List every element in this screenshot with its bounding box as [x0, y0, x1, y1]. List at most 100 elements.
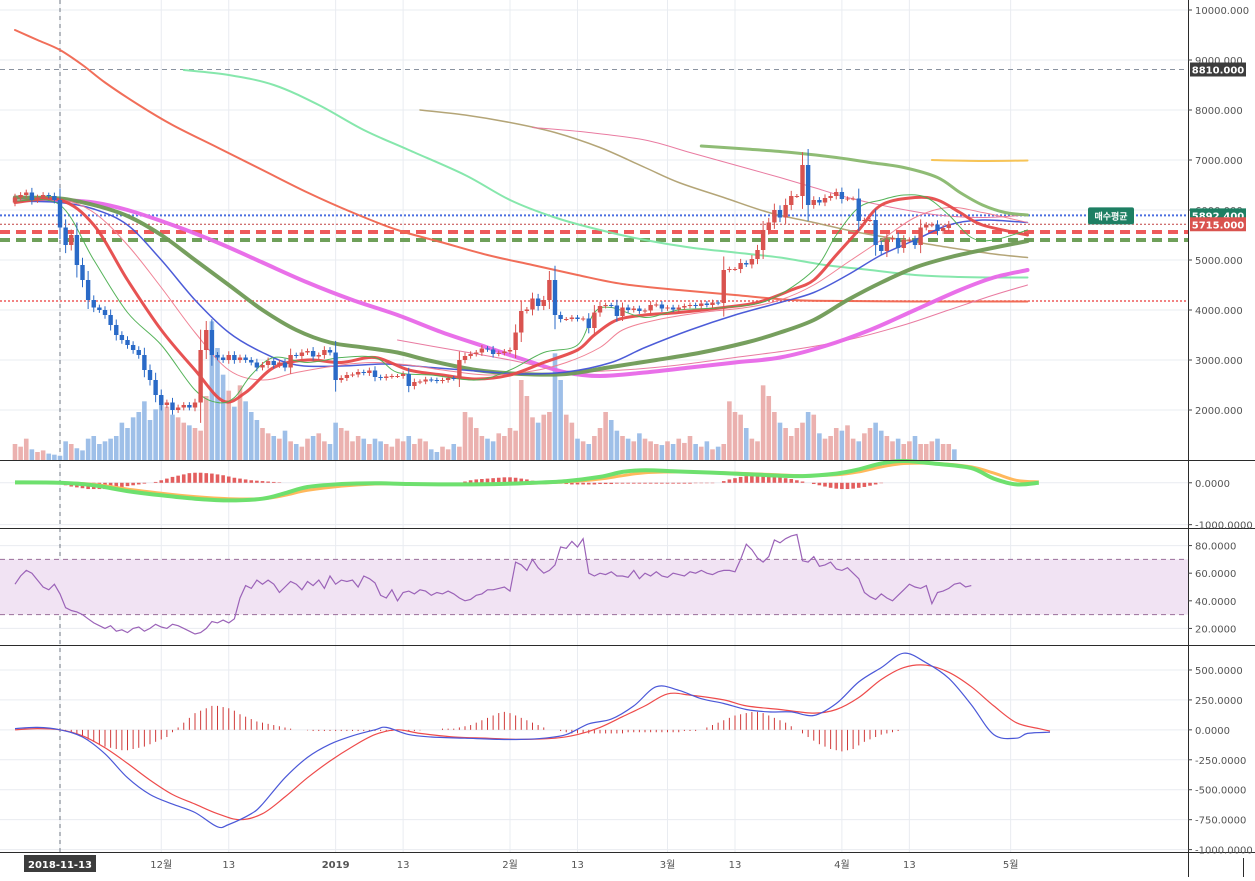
volume-bar: [41, 450, 46, 460]
volume-bar: [367, 444, 372, 460]
volume-bar: [58, 456, 63, 460]
candle-body: [249, 360, 253, 363]
candle-body: [193, 403, 197, 408]
osc-hist-bar: [165, 479, 169, 483]
volume-bar: [131, 417, 136, 460]
osc-hist-bar: [739, 477, 743, 483]
candle-body: [333, 353, 337, 381]
osc-hist-bar: [778, 477, 782, 482]
candle-body: [896, 238, 900, 248]
volume-bar: [530, 417, 535, 460]
candle-body: [941, 228, 945, 231]
candle-body: [182, 405, 186, 408]
candle-body: [857, 199, 861, 222]
volume-bar: [406, 436, 411, 460]
volume-bar: [699, 447, 704, 460]
osc-hist-bar: [750, 476, 754, 483]
candle-body: [699, 304, 703, 307]
candle-body: [153, 380, 157, 395]
macd-tick-label: -1000.0000: [1195, 846, 1253, 857]
volume-bar: [851, 439, 856, 460]
candle-body: [474, 353, 478, 355]
candle-body: [435, 380, 439, 381]
candle-body: [862, 220, 866, 221]
candle-body: [513, 333, 517, 351]
time-label: 13: [571, 860, 584, 871]
candle-body: [238, 358, 242, 361]
volume-bar: [541, 415, 546, 460]
candle-body: [283, 363, 287, 368]
volume-bar: [615, 431, 620, 460]
candle-body: [902, 240, 906, 248]
osc-hist-bar: [632, 483, 636, 484]
volume-bar: [446, 449, 451, 460]
volume-bar: [598, 428, 603, 460]
candle-body: [457, 360, 461, 379]
volume-bar: [513, 431, 518, 460]
volume-bar: [418, 439, 423, 460]
candle-body: [733, 269, 737, 270]
candle-body: [508, 350, 512, 352]
osc-hist-bar: [188, 473, 192, 483]
candle-body: [485, 349, 489, 350]
volume-bar: [153, 409, 158, 460]
osc-hist-bar: [238, 479, 242, 483]
candle-body: [159, 395, 163, 405]
candle-body: [502, 352, 506, 354]
volume-bar: [845, 425, 850, 460]
volume-bar: [333, 423, 338, 460]
osc-hist-bar: [671, 483, 675, 484]
time-label: 13: [397, 860, 410, 871]
volume-bar: [592, 436, 597, 460]
volume-bar: [935, 439, 940, 460]
volume-bar: [603, 412, 608, 460]
volume-bar: [204, 396, 209, 460]
time-label: 13: [222, 860, 235, 871]
volume-bar: [890, 441, 895, 460]
candle-body: [322, 350, 326, 355]
osc-hist-bar: [840, 483, 844, 489]
osc-hist-bar: [801, 482, 805, 483]
candle-body: [783, 205, 787, 218]
osc-hist-bar: [868, 483, 872, 486]
candle-body: [637, 309, 641, 312]
volume-bar: [721, 444, 726, 460]
osc-hist-bar: [176, 476, 180, 483]
volume-bar: [834, 428, 839, 460]
candle-body: [339, 378, 343, 380]
volume-bar: [86, 439, 91, 460]
candle-body: [570, 318, 574, 320]
volume-bar: [811, 415, 816, 460]
osc-hist-bar: [244, 479, 248, 482]
osc-hist-bar: [199, 473, 203, 483]
candle-body: [92, 300, 96, 308]
osc-hist-bar: [851, 483, 855, 489]
volume-bar: [789, 436, 794, 460]
price-tick-label: 8000.000: [1195, 106, 1243, 117]
candle-body: [317, 355, 321, 357]
volume-bar: [536, 423, 541, 460]
rsi-tick-label: 60.0000: [1195, 569, 1236, 580]
osc-hist-bar: [598, 483, 602, 484]
volume-bar: [350, 441, 355, 460]
volume-bar: [97, 444, 102, 460]
candle-body: [491, 350, 495, 355]
volume-bar: [665, 441, 670, 460]
candle-body: [440, 380, 444, 381]
osc-hist-bar: [666, 483, 670, 484]
candle-body: [660, 305, 664, 309]
macd-tick-label: -500.0000: [1195, 786, 1246, 797]
candle-body: [716, 303, 720, 304]
candle-body: [789, 196, 793, 205]
candle-body: [305, 351, 309, 353]
candle-body: [530, 299, 534, 310]
volume-bar: [716, 447, 721, 460]
volume-bar: [468, 417, 473, 460]
candle-body: [108, 315, 112, 325]
candle-body: [581, 319, 585, 320]
candle-body: [463, 356, 467, 360]
volume-bar: [496, 433, 501, 460]
osc-hist-bar: [272, 482, 276, 483]
